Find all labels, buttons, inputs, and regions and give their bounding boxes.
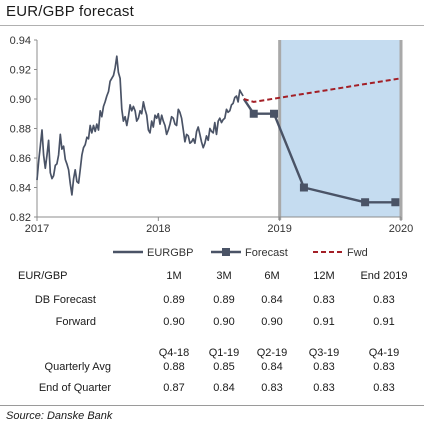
table-horizon-header: 1M: [166, 270, 182, 282]
table-cell-value: 0.90: [261, 316, 283, 328]
table-cell-value: 0.90: [163, 316, 185, 328]
legend-label-fwd: Fwd: [347, 247, 368, 259]
y-tick-label: 0.82: [10, 212, 31, 224]
table-cell-value: 0.83: [373, 294, 395, 306]
table-quarter-header: Q3-19: [308, 347, 340, 359]
series-line-eurgbp: [36, 55, 244, 196]
series-line-fwd: [243, 77, 402, 103]
table-horizon-header: 6M: [264, 270, 280, 282]
series-marker-forecast: [361, 198, 370, 207]
table-quarter-header: Q4-18: [158, 347, 190, 359]
table-cell-value: 0.84: [261, 361, 283, 373]
x-tick-label: 2018: [146, 223, 170, 235]
table-quarter-header: Q2-19: [256, 347, 288, 359]
x-tick-label: 2017: [25, 223, 49, 235]
table-cell-value: 0.83: [313, 382, 335, 394]
table-horizon-header: End 2019: [360, 270, 408, 282]
y-tick-label: 0.88: [10, 124, 31, 136]
table-cell-value: 0.83: [313, 361, 335, 373]
series-marker-forecast: [249, 109, 258, 118]
y-tick-label: 0.90: [10, 94, 31, 106]
table-cell-value: 0.85: [213, 361, 235, 373]
table-quarter-header: Q4-19: [368, 347, 400, 359]
chart-title: EUR/GBP forecast: [6, 3, 134, 20]
table-cell-value: 0.89: [163, 294, 185, 306]
eurgbp-line-chart: 0.82 0.84 0.86 0.88 0.90 0.92 0.94 2017 2018 2019…: [10, 35, 414, 259]
table-cell-value: 0.84: [261, 294, 283, 306]
title-divider: [0, 25, 424, 26]
source-note: Source: Danske Bank: [6, 410, 113, 422]
table-cell-value: 0.91: [373, 316, 395, 328]
series-marker-forecast: [391, 198, 400, 207]
table-horizon-header: 12M: [313, 270, 335, 282]
table-pair-label: EUR/GBP: [18, 270, 68, 282]
forecast-period-shading: [279, 40, 401, 217]
legend-label-eurgbp: EURGBP: [147, 247, 193, 259]
table-cell-value: 0.84: [213, 382, 235, 394]
table-cell-value: 0.90: [213, 316, 235, 328]
series-marker-forecast: [270, 109, 279, 118]
y-tick-label: 0.94: [10, 35, 31, 47]
x-tick-label: 2020: [389, 223, 413, 235]
table-cell-value: 0.87: [163, 382, 185, 394]
table-cell-value: 0.88: [163, 361, 185, 373]
table-row-label: Quarterly Avg: [44, 361, 111, 373]
y-tick-label: 0.92: [10, 65, 31, 77]
table-cell-value: 0.91: [313, 316, 335, 328]
table-cell-value: 0.83: [373, 382, 395, 394]
table-row-label: DB Forecast: [34, 294, 96, 306]
table-quarter-header: Q1-19: [208, 347, 240, 359]
table-cell-value: 0.89: [213, 294, 235, 306]
y-tick-label: 0.86: [10, 153, 31, 165]
y-tick-label: 0.84: [10, 183, 31, 195]
x-tick-label: 2019: [267, 223, 291, 235]
table-horizon-header: 3M: [216, 270, 232, 282]
table-row-label: Forward: [55, 316, 96, 328]
table-cell-value: 0.83: [373, 361, 395, 373]
table-cell-value: 0.83: [261, 382, 283, 394]
table-cell-value: 0.83: [313, 294, 335, 306]
series-marker-forecast: [299, 183, 308, 192]
table-row-label: End of Quarter: [38, 382, 111, 394]
source-divider: [0, 405, 424, 406]
legend-label-forecast: Forecast: [245, 247, 288, 259]
legend-marker-forecast: [222, 248, 230, 256]
